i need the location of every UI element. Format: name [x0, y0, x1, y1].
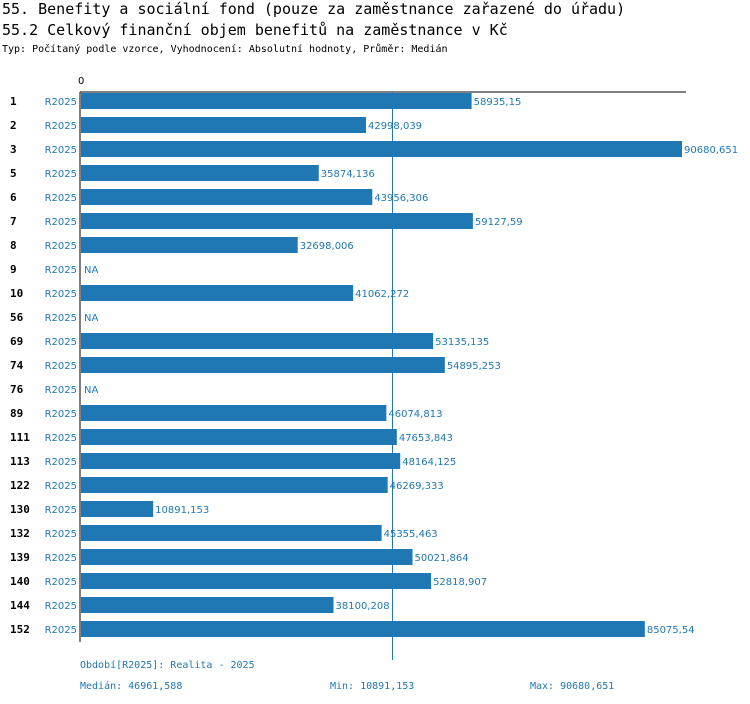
bar-5 [81, 165, 319, 181]
value-label-132: 45355,463 [384, 529, 438, 540]
value-label-122: 46269,333 [390, 481, 444, 492]
series-label: R2025 [45, 361, 77, 372]
value-label-6: 43956,306 [374, 193, 428, 204]
series-label: R2025 [45, 97, 77, 108]
row-label-7: 7 [10, 215, 17, 228]
row-label-76: 76 [10, 383, 24, 396]
footer-period: Období[R2025]: Realita - 2025 [80, 660, 255, 671]
row-label-152: 152 [10, 623, 30, 636]
bar-7 [81, 213, 473, 229]
bar-130 [81, 501, 154, 517]
row-label-10: 10 [10, 287, 23, 300]
value-label-56: NA [84, 313, 98, 324]
value-label-144: 38100,208 [336, 601, 390, 612]
value-label-74: 54895,253 [447, 361, 501, 372]
series-label: R2025 [45, 625, 77, 636]
series-label: R2025 [45, 169, 77, 180]
bar-6 [81, 189, 373, 205]
row-label-140: 140 [10, 575, 30, 588]
row-label-9: 9 [10, 263, 17, 276]
value-label-89: 46074,813 [388, 409, 442, 420]
value-label-10: 41062,272 [355, 289, 409, 300]
bar-122 [81, 477, 388, 493]
bar-132 [81, 525, 382, 541]
value-label-111: 47653,843 [399, 433, 453, 444]
row-label-111: 111 [10, 431, 30, 444]
series-label: R2025 [45, 289, 77, 300]
axis-zero-label: 0 [78, 76, 84, 87]
chart-subtitle: 55.2 Celkový finanční objem benefitů na … [2, 21, 508, 39]
value-label-9: NA [84, 265, 98, 276]
value-label-152: 85075,54 [647, 625, 695, 636]
row-label-69: 69 [10, 335, 23, 348]
row-label-139: 139 [10, 551, 30, 564]
bar-89 [81, 405, 387, 421]
series-label: R2025 [45, 601, 77, 612]
chart-type-line: Typ: Počítaný podle vzorce, Vyhodnocení:… [2, 44, 448, 55]
series-label: R2025 [45, 577, 77, 588]
value-label-8: 32698,006 [300, 241, 354, 252]
series-label: R2025 [45, 193, 77, 204]
series-label: R2025 [45, 337, 77, 348]
series-label: R2025 [45, 217, 77, 228]
series-label: R2025 [45, 433, 77, 444]
value-label-7: 59127,59 [475, 217, 523, 228]
value-label-5: 35874,136 [321, 169, 375, 180]
row-label-8: 8 [10, 239, 17, 252]
series-label: R2025 [45, 265, 77, 276]
bar-144 [81, 597, 334, 613]
bar-10 [81, 285, 354, 301]
bar-2 [81, 117, 366, 133]
series-label: R2025 [45, 553, 77, 564]
series-label: R2025 [45, 145, 77, 156]
row-label-89: 89 [10, 407, 23, 420]
value-label-2: 42998,039 [368, 121, 422, 132]
bar-3 [81, 141, 682, 157]
row-label-56: 56 [10, 311, 24, 324]
row-label-113: 113 [10, 455, 30, 468]
bar-113 [81, 453, 401, 469]
series-label: R2025 [45, 241, 77, 252]
series-label: R2025 [45, 121, 77, 132]
value-label-3: 90680,651 [684, 145, 738, 156]
series-label: R2025 [45, 409, 77, 420]
series-label: R2025 [45, 313, 77, 324]
bar-111 [81, 429, 397, 445]
bar-139 [81, 549, 413, 565]
bar-152 [81, 621, 645, 637]
bar-69 [81, 333, 434, 349]
bar-1 [81, 93, 472, 109]
row-label-74: 74 [10, 359, 24, 372]
footer-min: Min: 10891,153 [330, 681, 415, 692]
row-label-3: 3 [10, 143, 17, 156]
series-label: R2025 [45, 385, 77, 396]
row-label-144: 144 [10, 599, 30, 612]
bar-8 [81, 237, 298, 253]
value-label-69: 53135,135 [435, 337, 489, 348]
value-label-139: 50021,864 [415, 553, 469, 564]
row-label-5: 5 [10, 167, 17, 180]
footer-median: Medián: 46961,588 [80, 681, 183, 692]
value-label-130: 10891,153 [155, 505, 209, 516]
row-label-2: 2 [10, 119, 17, 132]
row-label-132: 132 [10, 527, 30, 540]
series-label: R2025 [45, 457, 77, 468]
series-label: R2025 [45, 505, 77, 516]
bar-74 [81, 357, 445, 373]
value-label-1: 58935,15 [474, 97, 522, 108]
footer-max: Max: 90680,651 [530, 681, 615, 692]
row-label-122: 122 [10, 479, 30, 492]
chart-title: 55. Benefity a sociální fond (pouze za z… [2, 0, 626, 18]
bar-140 [81, 573, 432, 589]
value-label-113: 48164,125 [402, 457, 456, 468]
value-label-140: 52818,907 [433, 577, 487, 588]
series-label: R2025 [45, 481, 77, 492]
row-label-6: 6 [10, 191, 17, 204]
value-label-76: NA [84, 385, 98, 396]
series-label: R2025 [45, 529, 77, 540]
row-label-130: 130 [10, 503, 30, 516]
row-label-1: 1 [10, 95, 17, 108]
